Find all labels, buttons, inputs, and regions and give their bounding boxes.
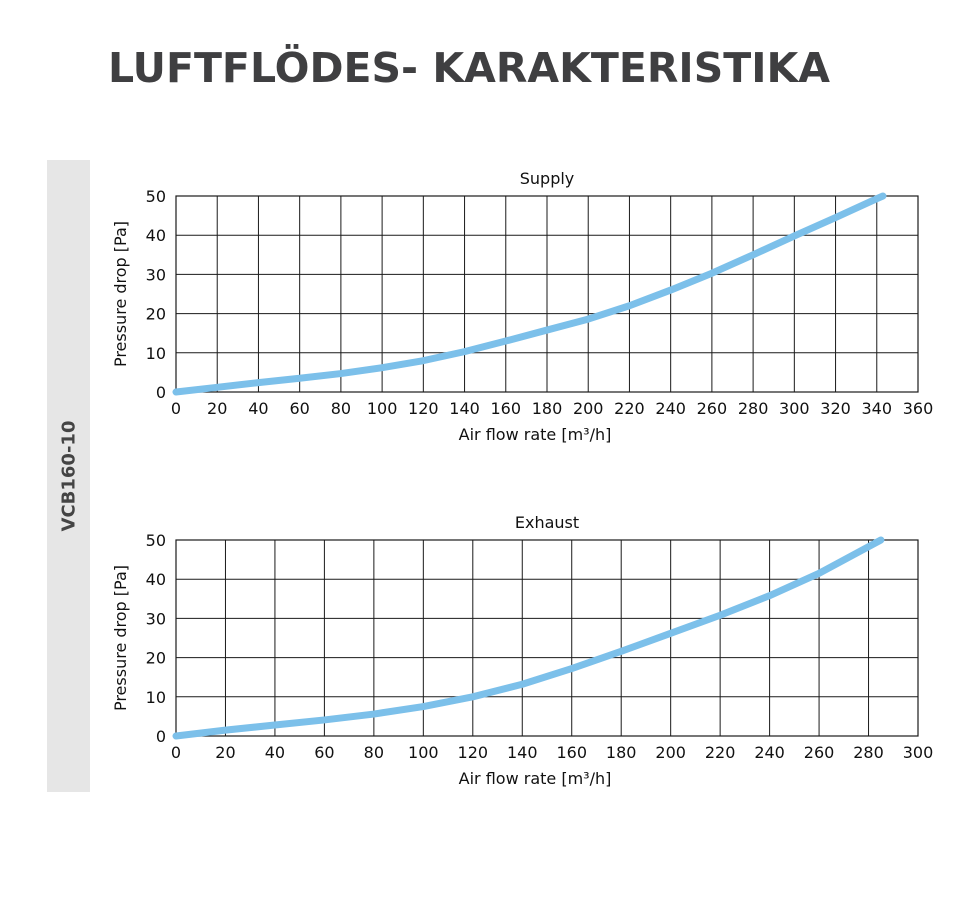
y-tick-label: 30 <box>146 265 166 284</box>
x-tick-label: 320 <box>820 399 851 418</box>
x-tick-label: 0 <box>171 399 181 418</box>
supply-chart: 0 20 40 60 80 100 120 140 160 180 200 220 240 260 280 3… <box>111 169 933 444</box>
x-axis-label: Air flow rate [m³/h] <box>459 425 612 444</box>
x-tick-label: 120 <box>458 743 489 762</box>
y-tick-label: 20 <box>146 305 166 324</box>
x-tick-label: 300 <box>903 743 934 762</box>
x-tick-label: 100 <box>367 399 398 418</box>
supply-chart-title: Supply <box>520 169 575 188</box>
y-tick-label: 10 <box>146 688 166 707</box>
y-tick-label: 50 <box>146 187 166 206</box>
x-tick-label: 180 <box>606 743 637 762</box>
x-tick-label: 180 <box>532 399 563 418</box>
x-tick-label: 40 <box>265 743 285 762</box>
x-tick-label: 140 <box>507 743 538 762</box>
y-axis-label: Pressure drop [Pa] <box>111 565 130 711</box>
y-tick-label: 40 <box>146 226 166 245</box>
x-tick-label: 360 <box>903 399 934 418</box>
x-tick-label: 120 <box>408 399 439 418</box>
x-tick-label: 240 <box>754 743 785 762</box>
x-axis-label: Air flow rate [m³/h] <box>459 769 612 788</box>
x-tick-label: 60 <box>289 399 309 418</box>
y-tick-label: 0 <box>156 727 166 746</box>
x-tick-label: 220 <box>614 399 645 418</box>
x-tick-label: 200 <box>655 743 686 762</box>
y-tick-label: 40 <box>146 570 166 589</box>
exhaust-chart-title: Exhaust <box>515 513 579 532</box>
plot-frame <box>175 195 919 393</box>
x-tick-label: 140 <box>449 399 480 418</box>
supply-curve <box>172 192 887 396</box>
exhaust-curve <box>172 536 885 740</box>
x-tick-label: 40 <box>248 399 268 418</box>
x-tick-label: 160 <box>491 399 522 418</box>
x-tick-label: 240 <box>655 399 686 418</box>
x-tick-label: 80 <box>331 399 351 418</box>
x-tick-label: 280 <box>738 399 769 418</box>
x-tick-label: 280 <box>853 743 884 762</box>
exhaust-chart: 0 20 40 60 80 100 120 140 160 180 200 220 240 260 280 3… <box>111 513 933 788</box>
x-tick-label: 220 <box>705 743 736 762</box>
x-tick-label: 160 <box>556 743 587 762</box>
y-tick-label: 50 <box>146 531 166 550</box>
plot-frame <box>175 539 919 737</box>
y-tick-label: 0 <box>156 383 166 402</box>
side-band: VCB160-10 <box>47 160 90 792</box>
y-tick-label: 20 <box>146 649 166 668</box>
y-tick-label: 30 <box>146 609 166 628</box>
y-tick-label: 10 <box>146 344 166 363</box>
x-tick-label: 20 <box>215 743 235 762</box>
x-tick-label: 260 <box>804 743 835 762</box>
x-tick-label: 80 <box>364 743 384 762</box>
x-tick-label: 340 <box>862 399 893 418</box>
page-title: LUFTFLÖDES- KARAKTERISTIKA <box>108 44 830 92</box>
x-tick-label: 260 <box>697 399 728 418</box>
y-axis-label: Pressure drop [Pa] <box>111 221 130 367</box>
x-tick-label: 0 <box>171 743 181 762</box>
x-tick-label: 60 <box>314 743 334 762</box>
x-tick-label: 20 <box>207 399 227 418</box>
x-tick-label: 100 <box>408 743 439 762</box>
x-tick-label: 300 <box>779 399 810 418</box>
x-tick-label: 200 <box>573 399 604 418</box>
